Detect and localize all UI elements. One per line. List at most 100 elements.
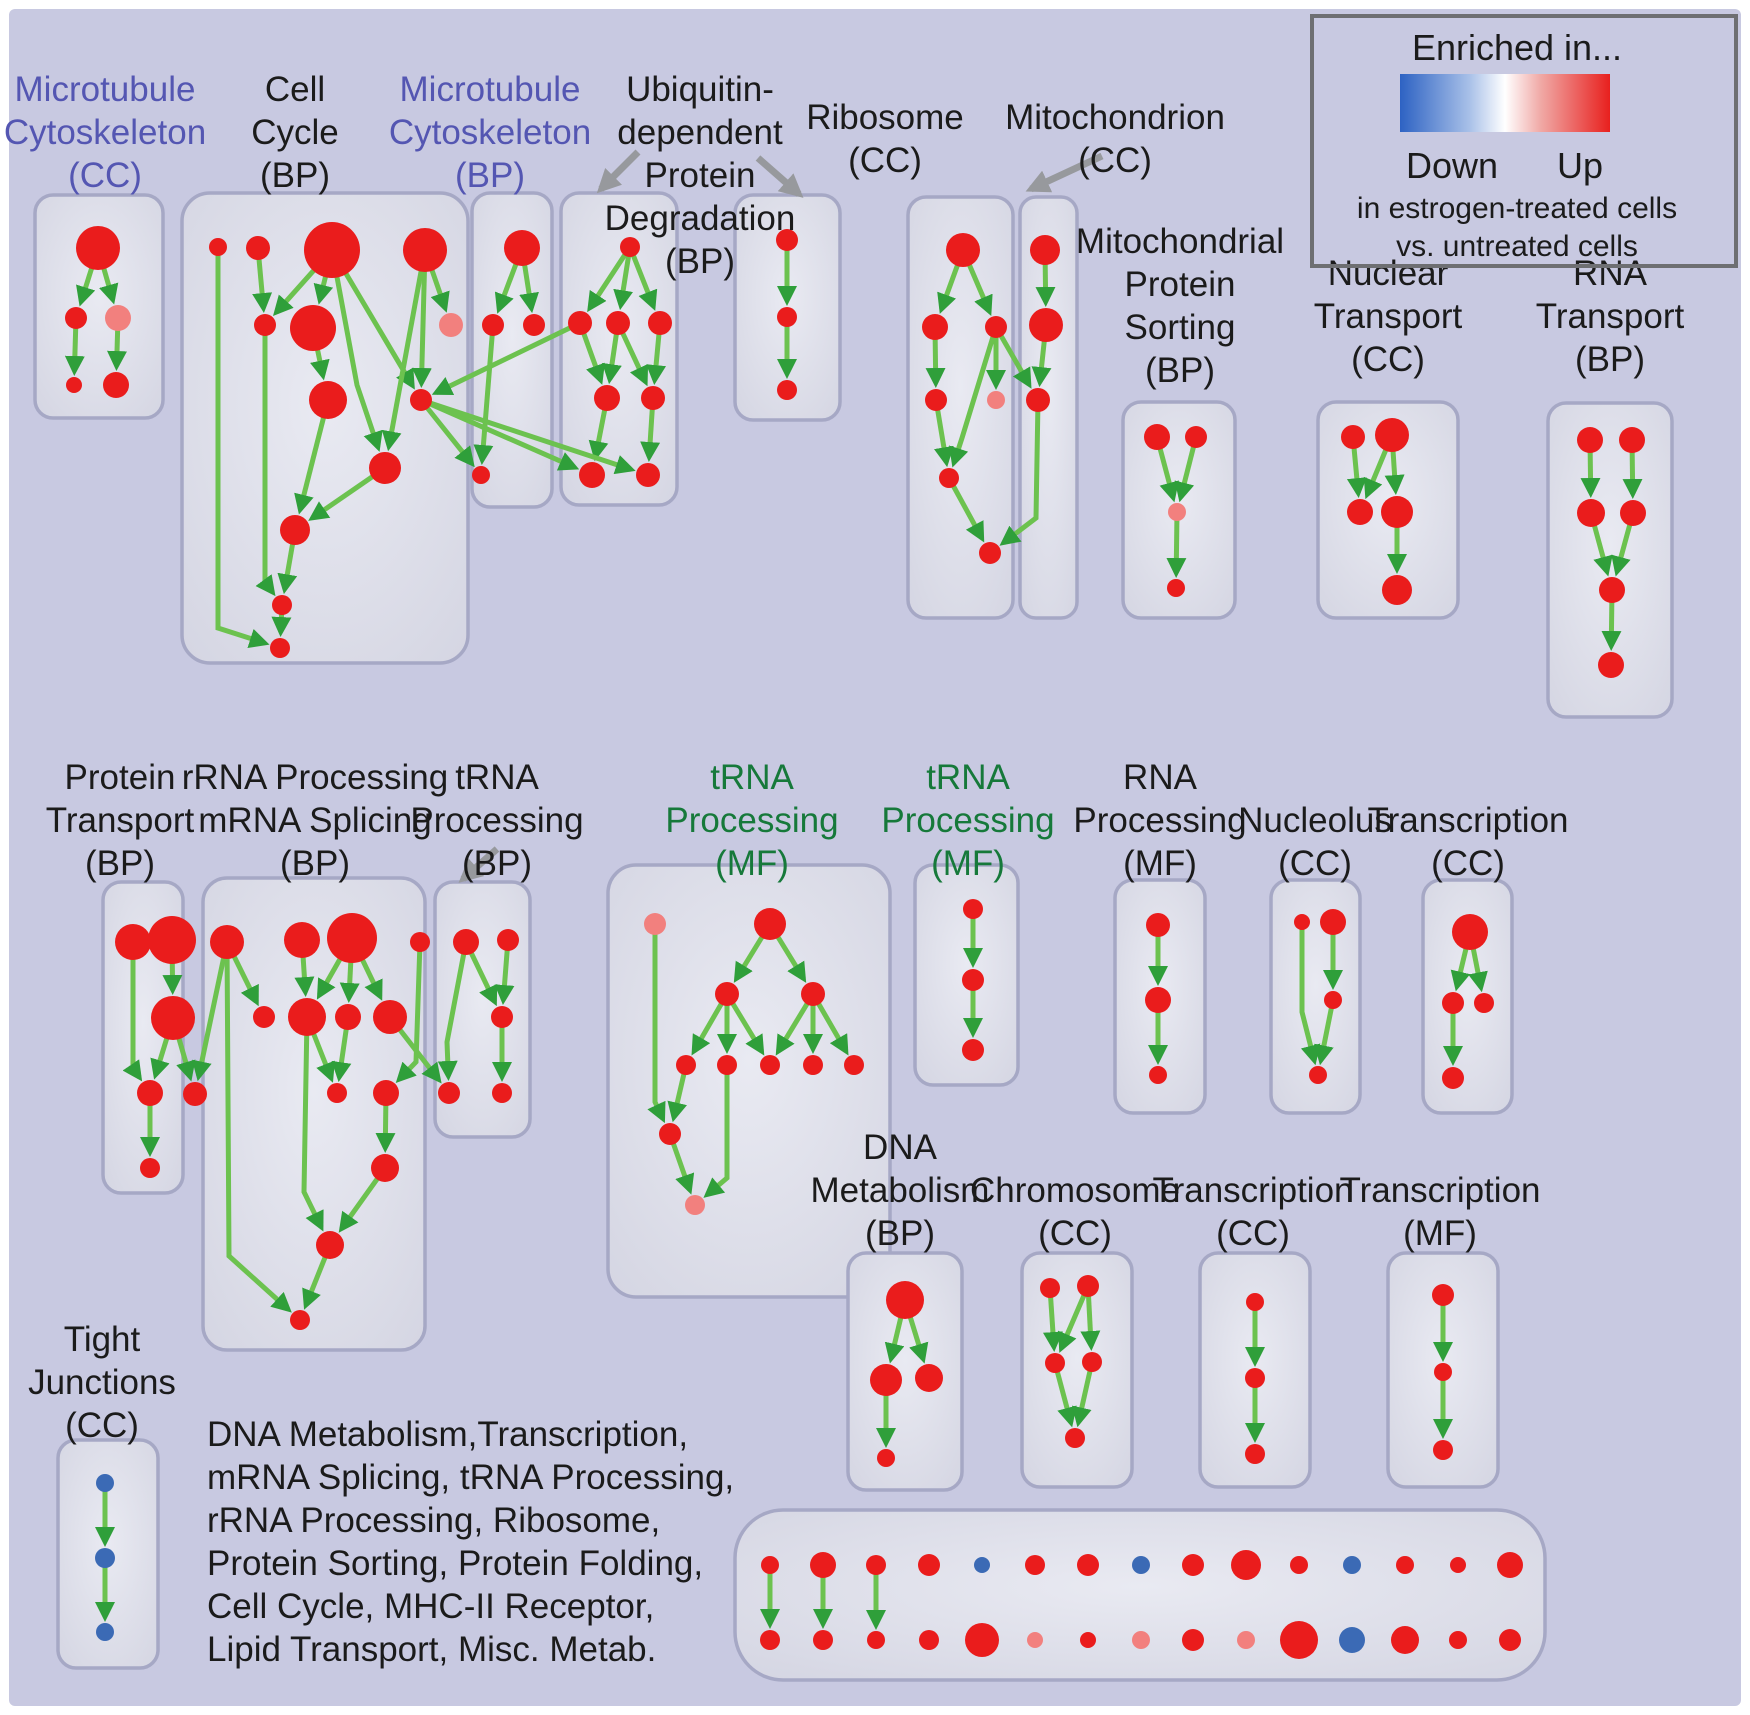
go-term-node-U7 bbox=[579, 462, 605, 488]
go-term-node-Y1 bbox=[1432, 1284, 1454, 1306]
go-term-node-R2 bbox=[922, 314, 948, 340]
go-term-node-Z13b bbox=[1391, 1626, 1419, 1654]
go-term-node-U5 bbox=[594, 385, 620, 411]
go-term-node-V1 bbox=[776, 229, 798, 251]
go-term-node-Z3t bbox=[866, 1555, 886, 1575]
cluster-label-line: (BP) bbox=[1145, 351, 1215, 390]
go-term-node-Z4t bbox=[918, 1554, 940, 1576]
cluster-label-transcription-mf: Transcription (MF) bbox=[1340, 1171, 1541, 1253]
go-term-node-CH5 bbox=[1065, 1428, 1085, 1448]
cluster-label-mitochondrion-cc: Mitochondrion (CC) bbox=[1005, 98, 1225, 180]
go-term-node-T1 bbox=[1577, 427, 1603, 453]
edge-NU3-NU4 bbox=[1314, 999, 1336, 1066]
cluster-label-line: Protein bbox=[65, 758, 176, 797]
cluster-label-line: (MF) bbox=[1123, 844, 1197, 883]
go-term-node-Y2 bbox=[1434, 1363, 1452, 1381]
go-term-node-A5 bbox=[103, 372, 129, 398]
shared-terms-text-line: Lipid Transport, Misc. Metab. bbox=[207, 1630, 656, 1669]
go-term-node-Z14b bbox=[1449, 1631, 1467, 1649]
go-term-node-W2 bbox=[1029, 308, 1063, 342]
cluster-label-line: Transcription bbox=[1340, 1171, 1541, 1210]
go-term-node-D4 bbox=[877, 1449, 895, 1467]
cluster-box-shared-go-terms bbox=[733, 1508, 1547, 1682]
edge-M6-M11 bbox=[703, 1065, 730, 1198]
go-term-node-Z2t bbox=[810, 1552, 836, 1578]
cluster-label-line: (CC) bbox=[1216, 1214, 1290, 1253]
go-term-node-D3 bbox=[915, 1364, 943, 1392]
go-term-node-R7 bbox=[979, 542, 1001, 564]
edge-R3-R6 bbox=[949, 326, 999, 468]
go-term-node-TC4 bbox=[1442, 1067, 1464, 1089]
go-term-node-A2 bbox=[65, 307, 87, 329]
go-term-node-T5 bbox=[1599, 577, 1625, 603]
legend-gradient-bar bbox=[1400, 74, 1610, 132]
cluster-label-line: (CC) bbox=[65, 1406, 139, 1445]
shared-terms-text: DNA Metabolism,Transcription, mRNA Splici… bbox=[207, 1415, 734, 1669]
edge-R3-W3 bbox=[993, 325, 1032, 389]
cluster-label-rrna-processing-mrna-splicing-bp: rRNA Processing mRNA Splicing (BP) bbox=[182, 758, 448, 883]
cluster-label-line: tRNA bbox=[710, 758, 794, 797]
go-term-node-R4 bbox=[925, 389, 947, 411]
go-term-node-U3 bbox=[606, 311, 630, 335]
go-term-node-Z9t bbox=[1182, 1554, 1204, 1576]
go-term-node-S12 bbox=[316, 1231, 344, 1259]
go-term-node-B3 bbox=[304, 222, 360, 278]
go-term-node-Z7b bbox=[1080, 1632, 1096, 1648]
go-term-node-B5 bbox=[254, 314, 276, 336]
go-term-node-MS1 bbox=[1144, 424, 1170, 450]
cluster-label-line: (MF) bbox=[1403, 1214, 1477, 1253]
cluster-label-line: Transcription bbox=[1368, 801, 1569, 840]
go-term-node-Z12b bbox=[1339, 1627, 1365, 1653]
cluster-label-protein-transport-bp: Protein Transport (BP) bbox=[46, 758, 195, 883]
cluster-label-line: (BP) bbox=[865, 1214, 935, 1253]
go-term-node-Z5b bbox=[965, 1623, 999, 1657]
go-term-node-Z8b bbox=[1132, 1631, 1150, 1649]
cluster-label-line: mRNA Splicing bbox=[198, 801, 431, 840]
go-term-node-A4 bbox=[66, 377, 82, 393]
cluster-label-line: Processing bbox=[665, 801, 838, 840]
shared-terms-text-line: Cell Cycle, MHC-II Receptor, bbox=[207, 1587, 654, 1626]
go-term-node-TB1 bbox=[453, 929, 479, 955]
go-term-node-S13 bbox=[290, 1310, 310, 1330]
cluster-label-line: (CC) bbox=[1351, 340, 1425, 379]
go-term-node-TB4 bbox=[438, 1082, 460, 1104]
cluster-box-chromosome-cc bbox=[1020, 1251, 1134, 1489]
edge-B4-B8 bbox=[411, 249, 432, 389]
cluster-label-line: Ribosome bbox=[806, 98, 964, 137]
callout-arrow-2 bbox=[1025, 152, 1104, 193]
go-term-node-V2 bbox=[777, 307, 797, 327]
cluster-label-line: Protein bbox=[1125, 265, 1236, 304]
go-term-node-M3 bbox=[715, 982, 739, 1006]
go-term-node-M6 bbox=[717, 1055, 737, 1075]
go-term-node-TC2 bbox=[1442, 992, 1464, 1014]
cluster-label-rna-processing-mf: RNA Processing (MF) bbox=[1073, 758, 1246, 883]
cluster-label-line: (CC) bbox=[1278, 844, 1352, 883]
go-term-node-NU2 bbox=[1320, 909, 1346, 935]
cluster-label-line: Mitochondrion bbox=[1005, 98, 1225, 137]
cluster-label-line: Cycle bbox=[251, 113, 339, 152]
go-term-node-S8 bbox=[373, 1000, 407, 1034]
go-term-node-X2 bbox=[1245, 1368, 1265, 1388]
go-term-node-B6 bbox=[290, 305, 336, 351]
cluster-label-line: (BP) bbox=[665, 242, 735, 281]
go-term-node-M2 bbox=[754, 908, 786, 940]
go-term-node-A3 bbox=[105, 305, 131, 331]
go-term-node-CH2 bbox=[1077, 1275, 1099, 1297]
cluster-label-line: rRNA Processing bbox=[182, 758, 448, 797]
go-term-node-Z7t bbox=[1077, 1554, 1099, 1576]
go-term-node-Z4b bbox=[919, 1630, 939, 1650]
go-term-node-U1 bbox=[620, 237, 640, 257]
go-term-node-U8 bbox=[636, 463, 660, 487]
edge-C2-C4 bbox=[473, 324, 496, 466]
edge-U1-U2 bbox=[587, 245, 633, 313]
go-term-node-TB2 bbox=[497, 929, 519, 951]
go-term-node-B13 bbox=[439, 313, 463, 337]
cluster-label-line: Microtubule bbox=[15, 70, 196, 109]
go-term-node-Y3 bbox=[1433, 1440, 1453, 1460]
go-term-node-B7 bbox=[309, 381, 347, 419]
go-term-node-U2 bbox=[568, 311, 592, 335]
go-term-node-M11 bbox=[685, 1195, 705, 1215]
go-term-node-CH1 bbox=[1040, 1278, 1060, 1298]
cluster-label-trna-processing-mf-2: tRNA Processing (MF) bbox=[881, 758, 1054, 883]
go-term-node-NU3 bbox=[1324, 991, 1342, 1009]
